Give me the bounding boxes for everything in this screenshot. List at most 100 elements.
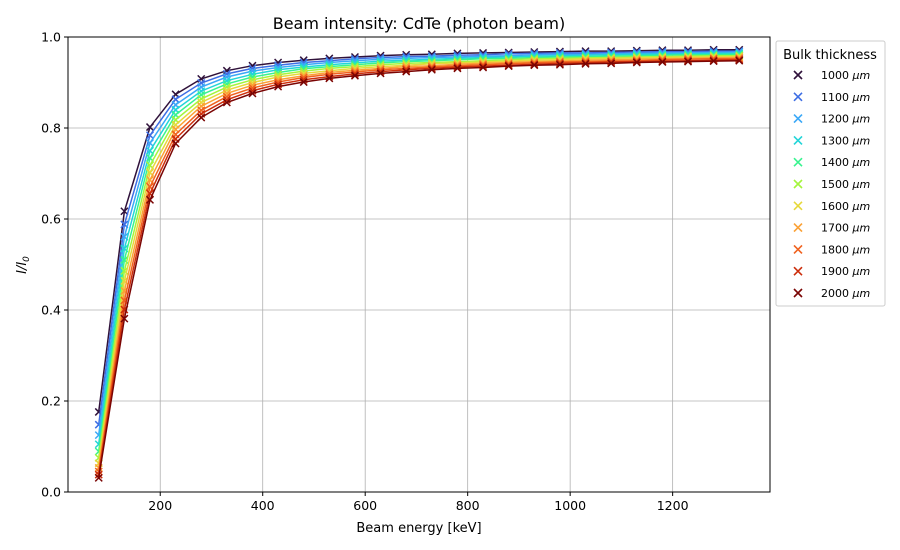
data-point [222, 98, 231, 107]
grid [68, 36, 770, 493]
legend-label: 1400 μm [821, 156, 870, 169]
legend-label-unit: μm [852, 134, 871, 147]
legend-label-unit: μm [852, 69, 871, 82]
y-axis-label-sub: 0 [22, 256, 32, 262]
x-tick-label: 1000 [554, 498, 586, 513]
data-point [376, 69, 385, 78]
x-tick-label: 600 [353, 498, 377, 513]
legend-marker [793, 244, 803, 254]
series-2000 [94, 56, 744, 482]
series-1400 [94, 50, 744, 456]
data-point [607, 57, 616, 67]
data-point [274, 82, 283, 91]
legend-label: 1000 μm [821, 69, 870, 82]
legend-label-value: 1900 [821, 265, 853, 278]
data-point [479, 63, 488, 72]
data-point [171, 139, 180, 148]
legend-item: 1900 μm [793, 265, 871, 278]
y-tick-label: 0.2 [41, 394, 61, 409]
chart-title: Beam intensity: CdTe (photon beam) [273, 14, 566, 33]
legend-marker [793, 135, 803, 145]
y-tick-label: 0.0 [41, 485, 61, 500]
legend-label-unit: μm [852, 222, 871, 235]
legend-label-value: 1000 [821, 69, 853, 82]
series-line [97, 59, 740, 475]
legend-label-value: 1200 [821, 113, 853, 126]
data-point [581, 59, 590, 68]
data-point [427, 64, 436, 73]
legend-label-unit: μm [852, 113, 871, 126]
series-line [97, 48, 740, 412]
legend-marker [793, 179, 803, 189]
data-point [555, 59, 564, 68]
x-tick-label: 200 [148, 498, 172, 513]
data-point [197, 113, 206, 122]
series-1100 [94, 47, 744, 429]
legend-marker [793, 223, 803, 233]
legend-item: 2000 μm [793, 287, 870, 300]
data-point [735, 56, 744, 65]
legend-label-unit: μm [852, 265, 871, 278]
legend-marker [793, 70, 803, 80]
series-line [97, 52, 740, 445]
legend-label-unit: μm [852, 91, 871, 104]
legend-label-value: 1600 [821, 200, 853, 213]
legend-label: 1700 μm [821, 222, 870, 235]
data-point [120, 314, 129, 323]
legend-label-unit: μm [852, 178, 871, 191]
legend-item: 1300 μm [793, 134, 870, 147]
x-tick-label: 800 [456, 498, 480, 513]
y-tick-label: 0.4 [41, 303, 61, 318]
data-point [145, 123, 155, 132]
legend-label: 2000 μm [821, 287, 870, 300]
legend-label-unit: μm [852, 156, 871, 169]
legend-box [775, 40, 886, 307]
legend-label-value: 1100 [821, 91, 853, 104]
legend-label-unit: μm [852, 200, 871, 213]
legend-label: 1200 μm [821, 113, 870, 126]
legend-item: 1100 μm [793, 91, 870, 104]
data-point [402, 67, 411, 76]
data-point [607, 59, 616, 68]
series-line [97, 51, 740, 436]
data-point [453, 64, 462, 73]
series-line [97, 58, 740, 472]
data-point [427, 65, 436, 74]
data-point [248, 89, 257, 98]
series-1700 [94, 53, 744, 472]
x-tick-label: 1200 [657, 498, 689, 513]
legend-title: Bulk thickness [783, 48, 877, 63]
y-axis-label: I/I0 [15, 256, 32, 274]
legend-label-value: 1700 [821, 222, 853, 235]
plot-frame [67, 36, 771, 493]
legend-item: 1500 μm [793, 178, 871, 191]
legend-label-value: 1300 [821, 134, 853, 147]
series-line [97, 50, 740, 425]
legend-label-value: 2000 [821, 287, 853, 300]
legend-item: 1200 μm [793, 113, 870, 126]
legend-item: 1400 μm [793, 156, 870, 169]
data-point [145, 195, 155, 204]
series-line [97, 59, 740, 479]
data-point [709, 57, 718, 66]
data-point [145, 131, 155, 140]
legend-marker [793, 288, 803, 298]
series-line [97, 54, 740, 459]
data-point [120, 207, 129, 216]
legend-label: 1300 μm [821, 134, 870, 147]
data-point [145, 138, 155, 148]
x-tick-label: 400 [251, 498, 275, 513]
legend-label: 1100 μm [821, 91, 870, 104]
data-point [350, 71, 359, 80]
data-point [94, 473, 103, 482]
legend-item: 1600 μm [793, 200, 871, 213]
legend-label-value: 1800 [821, 243, 853, 256]
data-point [683, 57, 693, 66]
legend-label-value: 1500 [821, 178, 853, 191]
data-point [658, 57, 667, 67]
data-point [453, 62, 462, 72]
data-point [504, 62, 513, 71]
